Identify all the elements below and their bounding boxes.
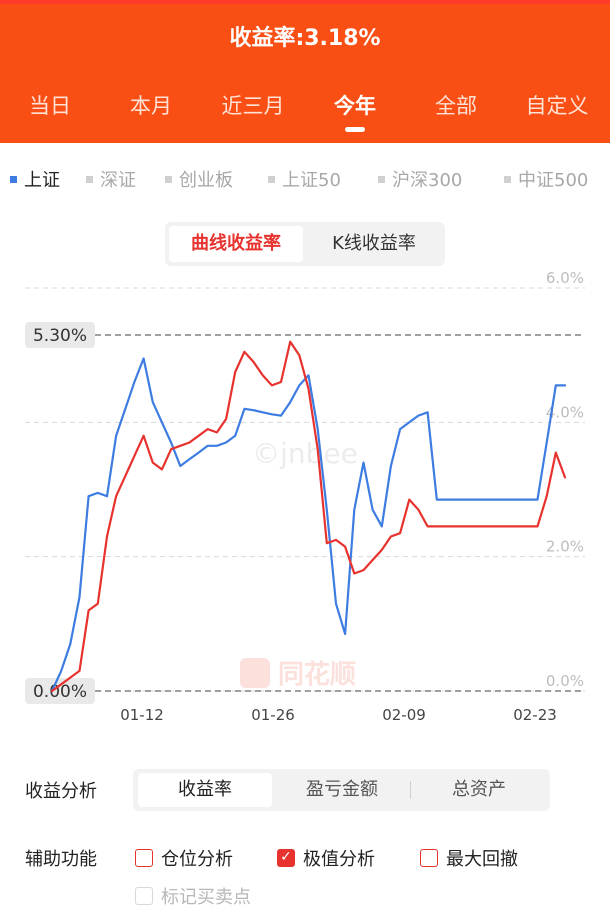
tab-all[interactable]: 全部	[435, 94, 477, 118]
y-tick-label: 2.0%	[546, 538, 584, 556]
marker-label: 5.30%	[33, 326, 87, 346]
logo-text: 同花顺	[278, 660, 356, 690]
period-tabs: 当日 本月 近三月 今年 全部 自定义	[0, 90, 610, 132]
tab-custom[interactable]: 自定义	[525, 94, 589, 118]
legend-square-icon	[378, 175, 385, 183]
checkbox-label: 仓位分析	[161, 849, 233, 870]
checkbox-icon	[135, 849, 153, 867]
checkbox-extreme-analysis[interactable]: ✓ 极值分析	[277, 845, 375, 871]
y-tick-label: 0.0%	[546, 672, 584, 690]
analysis-option-total-assets[interactable]: 总资产	[452, 779, 506, 800]
checkbox-max-drawdown[interactable]: 最大回撤	[420, 845, 518, 871]
tab-this-month[interactable]: 本月	[130, 94, 172, 118]
legend-square-icon	[268, 175, 275, 183]
x-tick-label: 02-23	[513, 706, 557, 724]
checkbox-label: 极值分析	[303, 849, 375, 870]
marker-label-bg	[25, 322, 95, 349]
checkbox-position-analysis[interactable]: 仓位分析	[135, 845, 233, 871]
index-shenzhen[interactable]: 深证	[86, 166, 136, 192]
index-label: 深证	[100, 170, 136, 191]
index-shanghai[interactable]: 上证	[10, 166, 60, 192]
chart-mode-toggle: 曲线收益率 K线收益率	[165, 222, 445, 266]
index-label: 上证	[24, 170, 60, 191]
page-title: 收益率:3.18%	[229, 26, 381, 51]
checkbox-mark-trades[interactable]: 标记买卖点	[135, 883, 251, 909]
active-tab-indicator	[345, 127, 365, 132]
index-label: 中证500	[518, 170, 589, 191]
index-csi300[interactable]: 沪深300	[378, 166, 462, 192]
kline-return-option[interactable]: K线收益率	[332, 233, 416, 254]
index-csi500[interactable]: 中证500	[504, 166, 588, 192]
tab-last-three-months[interactable]: 近三月	[221, 94, 285, 118]
logo-icon	[240, 658, 270, 688]
index-label: 沪深300	[392, 170, 463, 191]
portfolio-return-line	[50, 340, 567, 693]
header-bar: 收益率:3.18% 当日 本月 近三月 今年 全部 自定义	[0, 0, 610, 143]
x-tick-label: 01-26	[251, 706, 295, 724]
index-selector: 上证 深证 创业板 上证50 沪深300 中证500	[0, 166, 610, 194]
header-top-line	[0, 0, 610, 4]
watermark-text: ©jnbee	[252, 437, 358, 470]
checkbox-label: 最大回撤	[446, 849, 518, 870]
checkbox-icon	[420, 849, 438, 867]
checkbox-label: 标记买卖点	[161, 887, 251, 908]
segment-divider	[410, 781, 411, 799]
tab-this-year-label: 今年	[334, 94, 376, 118]
legend-square-icon	[165, 175, 172, 183]
return-line-chart: 6.0% 4.0% 2.0% 0.0% 5.30% 0.00% ©jnbee 同花顺 01-12…	[25, 269, 585, 724]
checkbox-icon	[135, 887, 153, 905]
tab-this-year[interactable]: 今年	[305, 90, 405, 132]
marker-label: 0.00%	[33, 682, 87, 702]
legend-square-icon	[10, 175, 17, 183]
legend-square-icon	[504, 175, 511, 183]
y-tick-label: 4.0%	[546, 403, 584, 421]
curve-return-option[interactable]: 曲线收益率	[169, 226, 303, 262]
checkmark-icon: ✓	[277, 849, 295, 867]
aux-label: 辅助功能	[25, 849, 97, 870]
analysis-label: 收益分析	[25, 781, 97, 802]
index-sse50[interactable]: 上证50	[268, 166, 341, 192]
x-tick-label: 01-12	[120, 706, 164, 724]
x-tick-label: 02-09	[382, 706, 426, 724]
index-chinext[interactable]: 创业板	[165, 166, 233, 192]
legend-square-icon	[86, 175, 93, 183]
index-label: 上证50	[282, 170, 341, 191]
analysis-option-profit-loss[interactable]: 盈亏金额	[306, 779, 378, 800]
analysis-option-return-rate[interactable]: 收益率	[138, 773, 272, 807]
analysis-selector: 收益率 盈亏金额 总资产	[133, 769, 550, 811]
benchmark-index-line	[50, 357, 567, 693]
y-tick-label: 6.0%	[546, 269, 584, 287]
tab-today[interactable]: 当日	[29, 94, 71, 118]
index-label: 创业板	[179, 170, 233, 191]
marker-label-bg	[25, 678, 95, 704]
